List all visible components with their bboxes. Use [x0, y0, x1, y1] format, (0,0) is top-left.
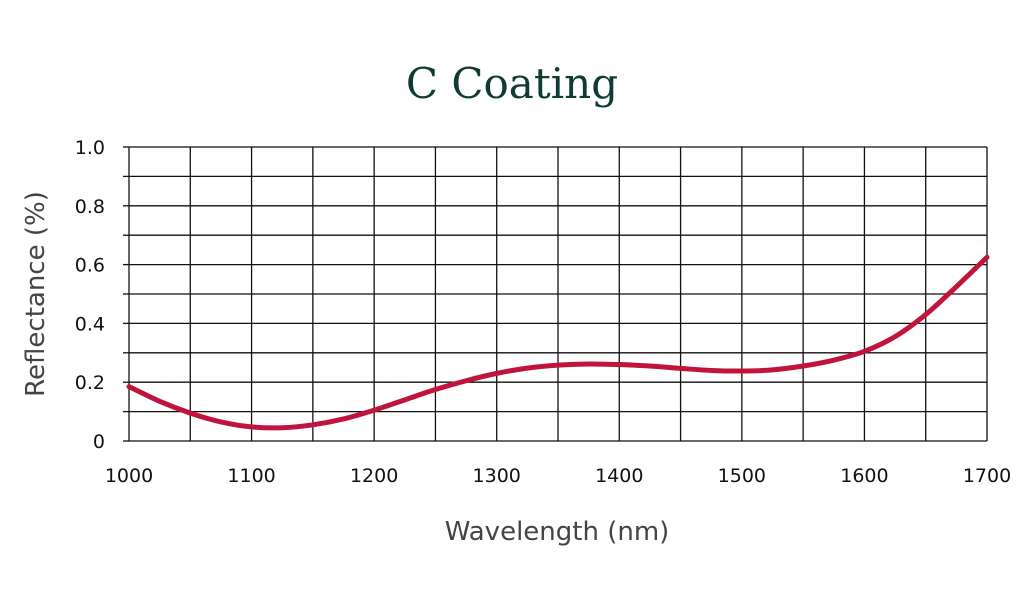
y-axis-label: Reflectance (%) [21, 191, 51, 397]
chart-title: C Coating [406, 59, 618, 108]
y-tick-label: 1.0 [75, 137, 105, 159]
x-tick-label: 1700 [963, 465, 1011, 487]
x-tick-label: 1600 [840, 465, 888, 487]
x-axis-label: Wavelength (nm) [445, 517, 670, 547]
chart-grid [123, 146, 988, 442]
chart-series [126, 254, 990, 431]
y-tick-label: 0.4 [75, 313, 105, 335]
y-tick-label: 0.2 [75, 372, 105, 394]
x-tick-label: 1400 [595, 465, 643, 487]
y-tick-label: 0.6 [75, 255, 105, 277]
x-tick-label: 1000 [105, 465, 153, 487]
axis-ticks: 1000 1100 1200 1300 1400 1500 1600 1700 0 0.2 0.4 0… [75, 137, 1011, 487]
x-tick-label: 1100 [227, 465, 275, 487]
y-tick-label: 0.8 [75, 196, 105, 218]
x-tick-label: 1500 [718, 465, 766, 487]
y-tick-label: 0 [93, 431, 105, 453]
x-tick-label: 1200 [350, 465, 398, 487]
reflectance-line [126, 254, 990, 431]
x-tick-label: 1300 [473, 465, 521, 487]
